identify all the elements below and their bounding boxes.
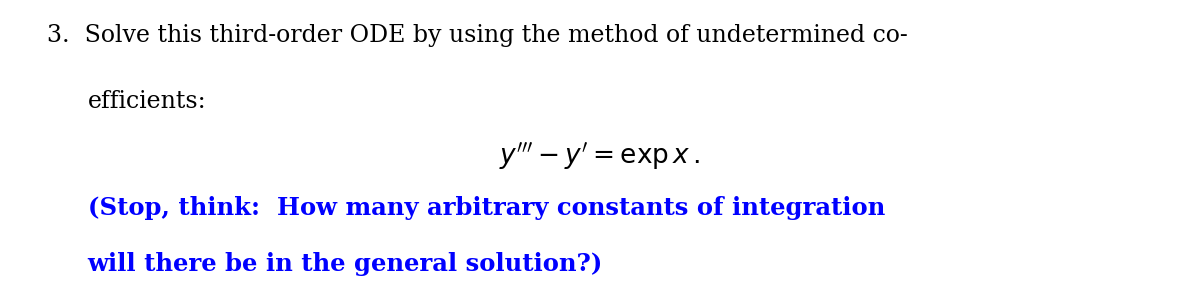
Text: 3.  Solve this third-order ODE by using the method of undetermined co-: 3. Solve this third-order ODE by using t…: [47, 23, 907, 47]
Text: efficients:: efficients:: [88, 90, 206, 113]
Text: (Stop, think:  How many arbitrary constants of integration: (Stop, think: How many arbitrary constan…: [88, 196, 884, 220]
Text: $y''' - y' = \mathrm{exp}\, x\,.$: $y''' - y' = \mathrm{exp}\, x\,.$: [499, 140, 701, 172]
Text: will there be in the general solution?): will there be in the general solution?): [88, 252, 602, 276]
